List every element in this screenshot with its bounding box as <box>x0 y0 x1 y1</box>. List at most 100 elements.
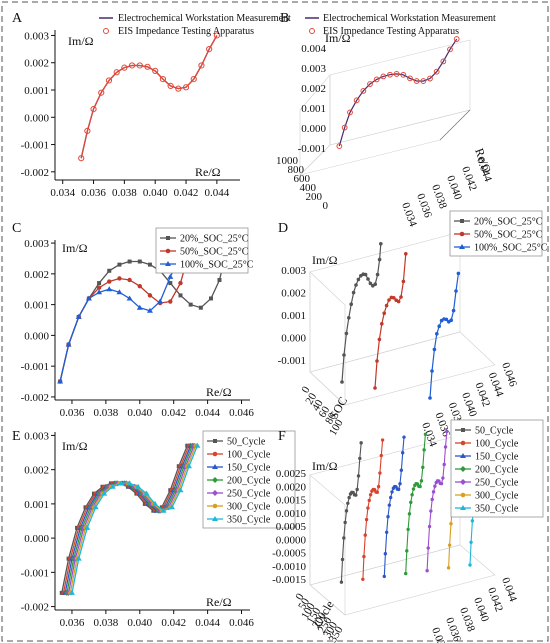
re-ticks-label: 0.034 <box>429 626 449 643</box>
data-point <box>68 589 75 595</box>
data-point <box>375 490 379 494</box>
yticks-label: -0.0010 <box>272 561 306 573</box>
yticks-label: 0.003 <box>281 265 306 277</box>
x-tick-label: 0.036 <box>60 617 85 629</box>
data-point <box>390 490 394 494</box>
data-point <box>433 484 437 488</box>
panel-d-y-label: Im/Ω <box>312 253 338 267</box>
data-point <box>421 465 425 470</box>
data-point <box>367 498 371 503</box>
freq-ticks-label: 400 <box>300 182 317 194</box>
series-line-50%_SOC_25°C <box>374 253 407 389</box>
data-point <box>430 497 434 502</box>
legend-marker <box>212 516 218 521</box>
legend-marker <box>460 440 466 446</box>
data-point <box>407 75 413 82</box>
yticks-label: 0.0005 <box>276 521 307 533</box>
legend-swatch-eis <box>309 28 315 34</box>
data-point <box>411 487 416 491</box>
x-tick-label: 0.040 <box>127 617 152 629</box>
data-point <box>147 293 153 298</box>
x-tick-label: 0.034 <box>50 187 75 199</box>
panel-c-x-ticks: 0.036 0.038 0.040 0.042 0.044 0.046 <box>60 400 254 419</box>
data-point <box>430 369 434 373</box>
soc-ticks-label: 0 <box>299 384 312 395</box>
data-point <box>427 75 433 82</box>
data-point <box>117 262 122 267</box>
data-point <box>353 97 360 104</box>
panel-e-letter: E <box>12 429 21 444</box>
data-point <box>399 295 403 299</box>
data-point <box>160 507 167 513</box>
data-point <box>143 490 150 496</box>
data-point <box>366 506 370 510</box>
cycle-ticks-label: 0 <box>293 591 306 602</box>
data-point <box>376 484 381 489</box>
legend-marker <box>165 261 171 266</box>
data-point <box>377 337 382 342</box>
panel-a-y-label: Im/Ω <box>68 34 94 48</box>
panel-b-back-wall <box>329 39 471 146</box>
yticks-label: 0.0025 <box>276 468 307 480</box>
panel-b-legend: Electrochemical Workstation Measurement … <box>305 13 496 37</box>
yticks-label: 0.0000 <box>276 534 307 546</box>
y-tick-label: -0.001 <box>21 361 49 373</box>
series-line-100%_SOC_25°C <box>429 273 459 399</box>
data-point <box>422 448 426 452</box>
data-point <box>380 438 385 442</box>
data-point <box>217 278 222 282</box>
series-line-20%_SOC_25°C <box>341 243 382 383</box>
panel-c-letter: C <box>12 221 21 236</box>
data-point <box>355 487 359 492</box>
data-point <box>392 296 396 300</box>
data-point <box>117 276 122 281</box>
re-ticks-label: 0.042 <box>459 165 479 192</box>
data-point <box>96 285 102 290</box>
x-tick-label: 0.042 <box>161 407 186 419</box>
data-point <box>449 318 454 323</box>
data-point <box>432 347 437 352</box>
data-point <box>456 271 461 276</box>
data-point <box>373 282 378 287</box>
data-point <box>137 259 142 264</box>
panel-a-legend: Electrochemical Workstation Measurement … <box>99 13 291 37</box>
data-point <box>213 32 220 39</box>
data-point <box>65 341 72 347</box>
data-point <box>446 566 451 570</box>
data-point <box>404 252 408 256</box>
data-point <box>453 36 460 42</box>
data-point <box>85 295 92 301</box>
panel-a-plot <box>78 32 220 162</box>
legend-label-eis: EIS Impedance Testing Apparatus <box>118 26 254 37</box>
panel-e-plot <box>59 442 201 596</box>
re-ticks-label: 0.034 <box>399 201 419 229</box>
data-point <box>398 482 402 486</box>
x-tick-label: 0.042 <box>174 187 199 199</box>
data-point <box>340 557 345 562</box>
series-line-250_Cycle <box>426 431 448 571</box>
data-point <box>105 77 113 84</box>
y-tick-label: 0.003 <box>24 238 49 250</box>
y-tick-label: 0.002 <box>24 465 49 477</box>
yticks-label: 0.000 <box>281 333 306 345</box>
panel-e: E Im/Ω Re/Ω 0.036 0.038 0.040 0.042 0.044 0.0… <box>12 429 296 629</box>
data-point <box>182 84 190 91</box>
panel-f-y-label: Im/Ω <box>312 459 338 473</box>
data-point <box>349 302 354 307</box>
panel-e-legend: 50_Cycle 100_Cycle 150_Cycle 200_Cycle 250_C… <box>202 430 296 529</box>
data-point <box>90 105 97 113</box>
legend-marker <box>165 248 171 254</box>
data-point <box>178 293 183 298</box>
legend-label-measurement: Electrochemical Workstation Measurement <box>118 13 291 24</box>
legend-label: 150_Cycle <box>227 463 271 474</box>
series-line-150_Cycle <box>383 437 405 577</box>
data-point <box>373 386 377 390</box>
data-point <box>373 76 380 83</box>
data-point <box>97 281 102 286</box>
legend-marker <box>461 428 465 432</box>
data-point <box>343 520 347 525</box>
data-point <box>84 524 91 530</box>
data-point <box>136 304 143 310</box>
data-point <box>136 62 143 69</box>
